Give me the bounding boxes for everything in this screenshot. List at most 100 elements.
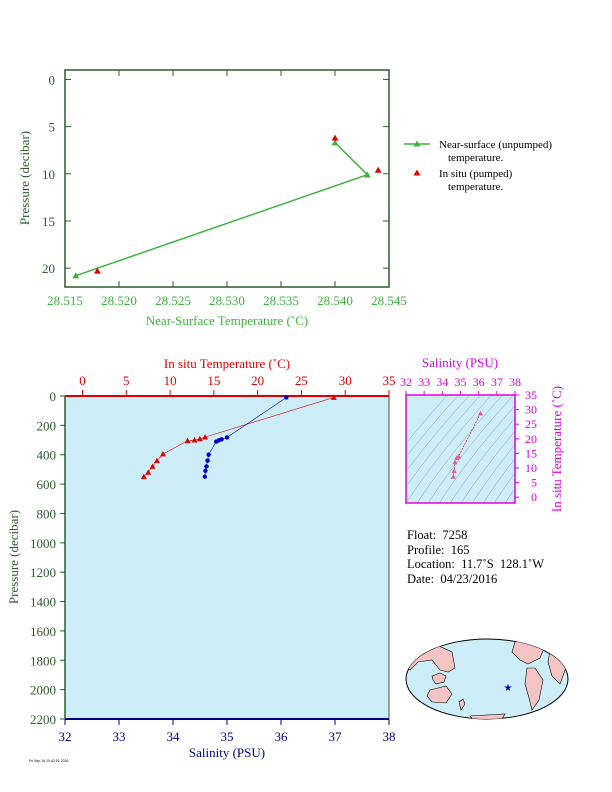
ts-salinity-tick-label: 38 <box>509 375 521 389</box>
near-surface-y-tick-label: 20 <box>42 261 55 276</box>
ts-temperature-tick-label: 5 <box>531 476 537 490</box>
profile-chart: 0 5 10 15 20 25 30 35 32 33 34 35 36 37 38 0 200 400 600… <box>6 356 396 760</box>
pressure-tick-label: 2000 <box>30 683 56 698</box>
unpumped-temperature-markers <box>72 139 371 279</box>
unpumped-temperature-point <box>364 171 371 178</box>
legend-unpumped-marker <box>413 140 421 147</box>
near-surface-y-tick-label: 0 <box>49 72 56 87</box>
pumped-temperature-point <box>94 267 101 274</box>
temperature-tick-label: 15 <box>207 373 220 388</box>
pressure-tick-label: 1400 <box>30 595 56 610</box>
density-contour <box>504 487 515 503</box>
ts-temperature-tick-label: 0 <box>531 490 537 504</box>
pressure-tick-label: 1200 <box>30 565 56 580</box>
pumped-temperature-markers <box>94 134 382 274</box>
salinity-point <box>203 468 208 474</box>
ts-salinity-tick-label: 33 <box>418 375 430 389</box>
profile-plot-area <box>65 396 389 719</box>
legend-unpumped-label-2: temperature. <box>448 152 504 164</box>
salinity-axis-label: Salinity (PSU) <box>189 745 265 760</box>
near-surface-x-tick-label: 28.525 <box>155 293 191 308</box>
density-contours <box>406 395 515 503</box>
pressure-tick-label: 0 <box>50 389 57 404</box>
salinity-point <box>204 464 209 469</box>
pressure-tick-label: 600 <box>37 477 57 492</box>
near-surface-x-tick-label: 28.520 <box>101 293 137 308</box>
density-contour <box>493 472 515 503</box>
ts-temperature-tick-label: 10 <box>525 461 537 475</box>
temperature-tick-label: 5 <box>123 373 130 388</box>
float-location-star-icon: ★ <box>504 683 513 694</box>
salinity-tick-label: 37 <box>329 729 343 744</box>
pressure-axis-label: Pressure (decibar) <box>6 510 21 604</box>
salinity-markers <box>202 395 289 479</box>
salinity-point <box>206 452 211 457</box>
near-surface-x-tick-label: 28.545 <box>371 293 407 308</box>
near-surface-chart: 28.515 28.520 28.525 28.530 28.535 28.540 28.5… <box>17 69 552 328</box>
temperature-point <box>153 457 160 463</box>
ts-plot-area <box>406 395 515 503</box>
near-surface-y-tick-label: 15 <box>42 214 55 229</box>
temperature-tick-label: 0 <box>79 373 86 388</box>
temperature-markers <box>140 394 337 480</box>
salinity-axis: 32 33 34 35 36 37 38 <box>59 719 396 744</box>
density-contour <box>482 458 515 503</box>
salinity-point <box>205 458 210 463</box>
salinity-tick-label: 35 <box>221 729 234 744</box>
temperature-point <box>149 463 156 469</box>
temperature-tick-label: 10 <box>164 373 177 388</box>
ts-point <box>451 468 457 473</box>
footer-timestamp: Fri Sep 16 10:42:51 2016 <box>29 759 69 763</box>
pressure-tick-label: 1600 <box>30 624 56 639</box>
pressure-tick-label: 2200 <box>30 712 56 727</box>
salinity-tick-label: 34 <box>167 729 181 744</box>
temperature-tick-label: 25 <box>295 373 308 388</box>
unpumped-temperature-point <box>72 272 80 279</box>
density-contour <box>471 444 515 503</box>
near-surface-x-tick-label: 28.540 <box>317 293 353 308</box>
near-surface-legend: Near-surface (unpumped) temperature. In … <box>404 139 552 193</box>
ts-temperature-tick-label: 30 <box>525 403 537 417</box>
salinity-tick-label: 32 <box>59 729 72 744</box>
ts-salinity-tick-label: 36 <box>473 375 485 389</box>
salinity-point <box>284 395 289 400</box>
salinity-tick-label: 36 <box>275 729 289 744</box>
salinity-point <box>214 439 219 444</box>
ts-salinity-tick-label: 37 <box>491 375 503 389</box>
ts-temperature-tick-label: 25 <box>525 417 537 431</box>
temperature-point <box>202 434 209 440</box>
salinity-point <box>202 474 208 479</box>
near-surface-x-tick-label: 28.530 <box>209 293 245 308</box>
map-land-new-zealand <box>458 698 466 711</box>
near-surface-y-axis: 0 5 10 15 20 <box>42 72 389 276</box>
temperature-axis: 0 5 10 15 20 25 30 35 <box>79 373 396 396</box>
pressure-tick-label: 800 <box>37 506 57 521</box>
pressure-tick-label: 400 <box>37 448 57 463</box>
map-land-antarctica <box>469 713 506 719</box>
density-contour <box>406 395 470 473</box>
ts-point <box>452 459 458 465</box>
pumped-temperature-point <box>374 166 382 173</box>
near-surface-x-label: Near-Surface Temperature (˚C) <box>146 313 308 328</box>
near-surface-y-tick-label: 5 <box>49 120 56 135</box>
ts-salinity-axis: 32 33 34 35 36 37 38 <box>400 375 521 395</box>
temperature-tick-label: 30 <box>339 373 352 388</box>
pressure-tick-label: 200 <box>37 418 57 433</box>
near-surface-y-tick-label: 10 <box>42 167 55 182</box>
temperature-point <box>330 394 337 400</box>
density-contour <box>449 417 515 503</box>
float-info: Float: 7258 Profile: 165 Location: 11.7˚… <box>407 528 544 586</box>
salinity-tick-label: 33 <box>113 729 126 744</box>
density-contour <box>438 405 515 503</box>
ts-salinity-tick-label: 32 <box>400 375 412 389</box>
salinity-profile-line <box>204 397 287 477</box>
ts-point <box>477 410 484 416</box>
temperature-axis-label: In situ Temperature (˚C) <box>164 356 290 371</box>
temperature-point <box>191 437 198 443</box>
salinity-point <box>224 435 230 440</box>
float-number: Float: 7258 <box>407 528 468 542</box>
ts-temperature-tick-label: 35 <box>525 388 537 402</box>
temperature-point <box>160 450 167 457</box>
density-contour <box>460 430 515 503</box>
